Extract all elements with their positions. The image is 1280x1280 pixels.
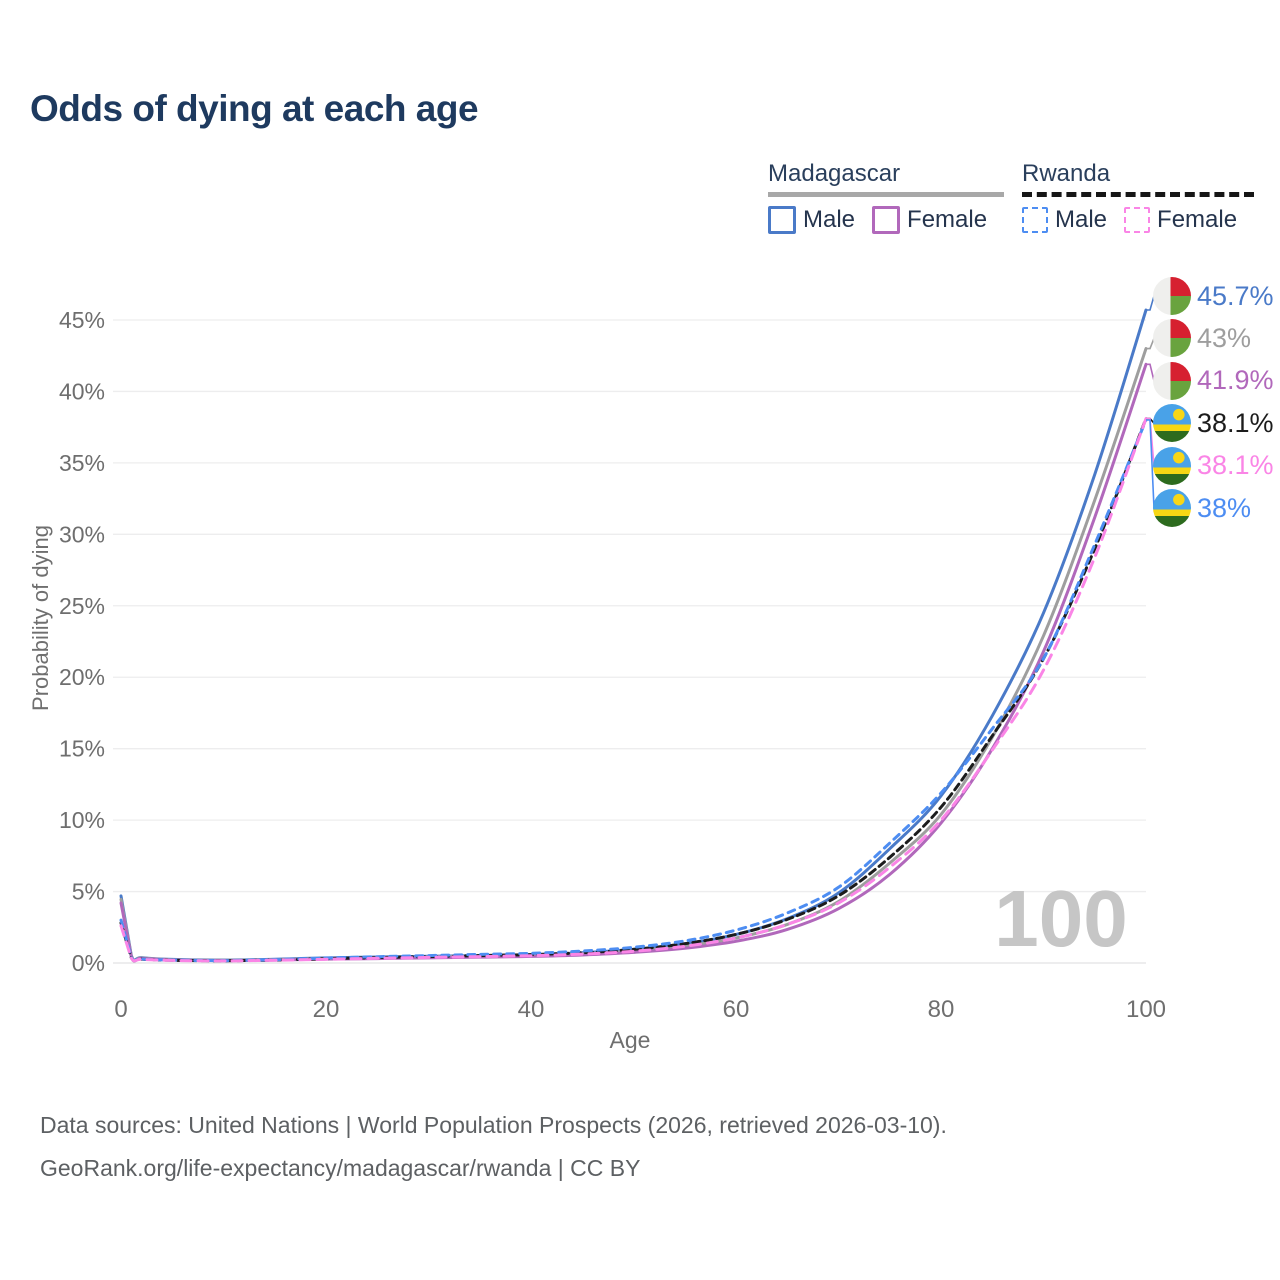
end-label-value: 38% xyxy=(1197,492,1252,523)
rwanda-flag-icon xyxy=(1153,489,1191,527)
end-label-madagascar-male: 45.7% xyxy=(1153,276,1274,316)
legend-underline-solid xyxy=(768,192,1005,197)
x-tick-label: 40 xyxy=(518,996,545,1023)
y-tick-label: 30% xyxy=(59,521,105,547)
y-tick-label: 20% xyxy=(59,664,105,690)
footer-link-line: GeoRank.org/life-expectancy/madagascar/r… xyxy=(40,1155,641,1181)
legend-swatch-rwanda-male[interactable] xyxy=(1022,207,1048,233)
series-line-madagascar-female[interactable] xyxy=(119,362,1148,963)
y-tick-label: 0% xyxy=(72,950,105,976)
x-tick-label: 60 xyxy=(723,996,750,1023)
series-line-madagascar-both-sexes[interactable] xyxy=(119,347,1148,963)
end-label-value: 38.1% xyxy=(1197,450,1274,481)
end-label-value: 45.7% xyxy=(1197,280,1274,311)
page-title: Odds of dying at each age xyxy=(30,88,479,129)
legend-item-madagascar-female[interactable]: Female xyxy=(907,206,988,233)
legend-items-row: Male Female xyxy=(768,206,1004,234)
end-label-rwanda-both-sexes: 38.1% xyxy=(1153,403,1274,443)
y-tick-label: 40% xyxy=(59,378,105,404)
series-line-rwanda-both-sexes[interactable] xyxy=(119,417,1148,963)
x-tick-label: 80 xyxy=(928,996,955,1023)
end-label-rwanda-female: 38.1% xyxy=(1153,446,1274,486)
x-axis-title: Age xyxy=(610,1027,651,1053)
rwanda-flag-icon xyxy=(1153,446,1191,485)
chart-watermark: 100 xyxy=(994,874,1127,963)
y-axis-title: Probability of dying xyxy=(28,525,53,711)
legend-group-madagascar: Madagascar Male Female xyxy=(768,160,1005,234)
madagascar-flag-icon xyxy=(1153,277,1191,315)
end-label-value: 38.1% xyxy=(1197,407,1274,438)
y-tick-label: 45% xyxy=(59,307,105,333)
legend-group-title: Rwanda xyxy=(1022,160,1111,187)
legend-underline-dashed xyxy=(1022,192,1255,197)
footer-source-line: Data sources: United Nations | World Pop… xyxy=(40,1112,947,1138)
x-tick-label: 100 xyxy=(1126,996,1166,1023)
footer: Data sources: United Nations | World Pop… xyxy=(40,1104,1200,1190)
legend-item-madagascar-male[interactable]: Male xyxy=(803,206,856,233)
end-label-rwanda-male: 38% xyxy=(1153,488,1251,528)
legend-group-title: Madagascar xyxy=(768,160,901,187)
legend-swatch-madagascar-female[interactable] xyxy=(872,206,901,234)
madagascar-flag-icon xyxy=(1153,319,1191,358)
legend-items-row: Male Female xyxy=(1022,206,1254,234)
end-label-madagascar-both-sexes: 43% xyxy=(1153,318,1251,358)
end-label-madagascar-female: 41.9% xyxy=(1153,361,1274,401)
y-tick-label: 15% xyxy=(59,736,105,762)
legend-swatch-madagascar-male[interactable] xyxy=(768,206,796,234)
legend-item-rwanda-female[interactable]: Female xyxy=(1157,206,1238,233)
rwanda-flag-icon xyxy=(1153,404,1191,443)
legend-swatch-rwanda-female[interactable] xyxy=(1124,207,1151,233)
series-line-madagascar-male[interactable] xyxy=(119,308,1148,962)
series-line-rwanda-male[interactable] xyxy=(119,418,1148,963)
legend-item-rwanda-male[interactable]: Male xyxy=(1055,206,1108,233)
y-tick-label: 25% xyxy=(59,593,105,619)
legend-group-rwanda: Rwanda Male Female xyxy=(1022,160,1255,234)
y-tick-label: 5% xyxy=(72,879,105,905)
series-line-rwanda-female[interactable] xyxy=(119,417,1148,963)
end-label-value: 41.9% xyxy=(1197,365,1274,396)
x-tick-label: 20 xyxy=(313,996,340,1023)
x-tick-label: 0 xyxy=(114,996,127,1023)
y-tick-label: 10% xyxy=(59,807,105,833)
y-tick-label: 35% xyxy=(59,450,105,476)
end-label-value: 43% xyxy=(1197,322,1252,353)
madagascar-flag-icon xyxy=(1153,361,1191,400)
